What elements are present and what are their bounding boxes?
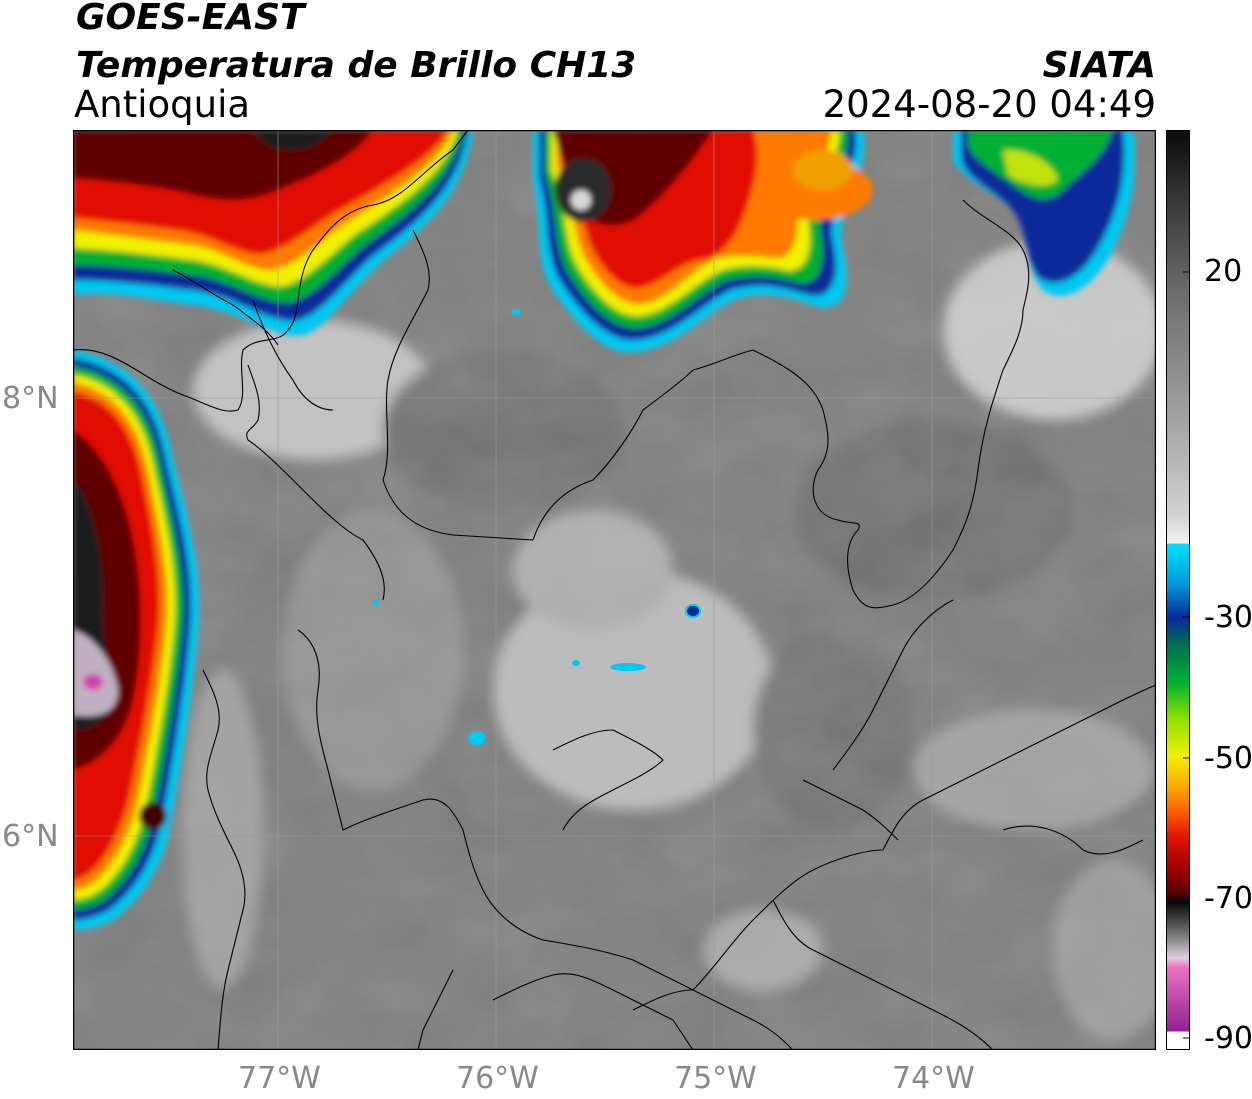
satellite-title: GOES-EAST [76,0,305,38]
admin-boundaries [73,130,1156,1050]
map-frame [73,130,1156,1050]
region-label: Antioquia [74,83,251,126]
storm-top-right [953,130,1135,296]
y-tick-8n: 8°N [2,381,59,416]
colorbar-tick-neg50: -50 [1204,741,1252,776]
storm-left [73,350,199,930]
satellite-map [73,130,1156,1050]
y-tick-6n: 6°N [2,819,59,854]
colorbar-tick-neg30: -30 [1204,600,1252,635]
graticule [73,130,1156,1050]
colorbar-tick-neg70: -70 [1204,881,1252,916]
x-tick-75w: 75°W [674,1061,757,1096]
x-tick-77w: 77°W [238,1061,321,1096]
cold-cloud-spots [373,309,701,745]
colorbar-tick-20: 20 [1204,254,1243,289]
product-title: Temperatura de Brillo CH13 [76,45,637,86]
temperature-colorbar [1166,130,1190,1050]
storm-top-left [73,130,473,336]
datetime-label: 2024-08-20 04:49 [822,83,1156,126]
x-tick-76w: 76°W [456,1061,539,1096]
agency-label: SIATA [1042,45,1156,86]
colorbar-tick-neg90: -90 [1204,1021,1252,1056]
x-tick-74w: 74°W [892,1061,975,1096]
storm-top-center [533,130,873,353]
